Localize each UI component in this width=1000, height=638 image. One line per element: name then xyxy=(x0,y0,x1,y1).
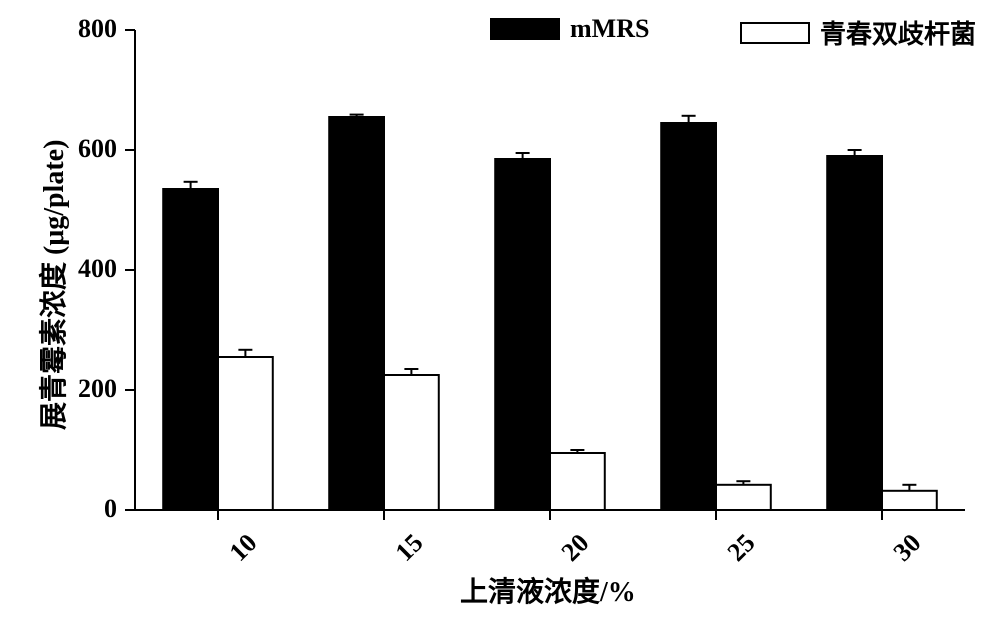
legend-label-bifido: 青春双歧杆菌 xyxy=(820,14,976,51)
legend-item-bifido: 青春双歧杆菌 xyxy=(740,14,976,51)
legend-label-mmrs: mMRS xyxy=(570,14,649,44)
y-tick-label: 600 xyxy=(0,134,117,164)
legend-item-mmrs: mMRS xyxy=(490,14,649,44)
chart-container: mMRS 青春双歧杆菌 展青霉素浓度 (μg/plate) 上清液浓度/% 02… xyxy=(0,0,1000,638)
legend-swatch-mmrs xyxy=(490,18,560,40)
y-tick-label: 200 xyxy=(0,374,117,404)
legend-swatch-bifido xyxy=(740,22,810,44)
chart-svg xyxy=(0,0,1000,638)
y-tick-label: 0 xyxy=(0,494,117,524)
x-axis-label: 上清液浓度/% xyxy=(460,570,636,610)
y-tick-label: 400 xyxy=(0,254,117,284)
y-tick-label: 800 xyxy=(0,14,117,44)
